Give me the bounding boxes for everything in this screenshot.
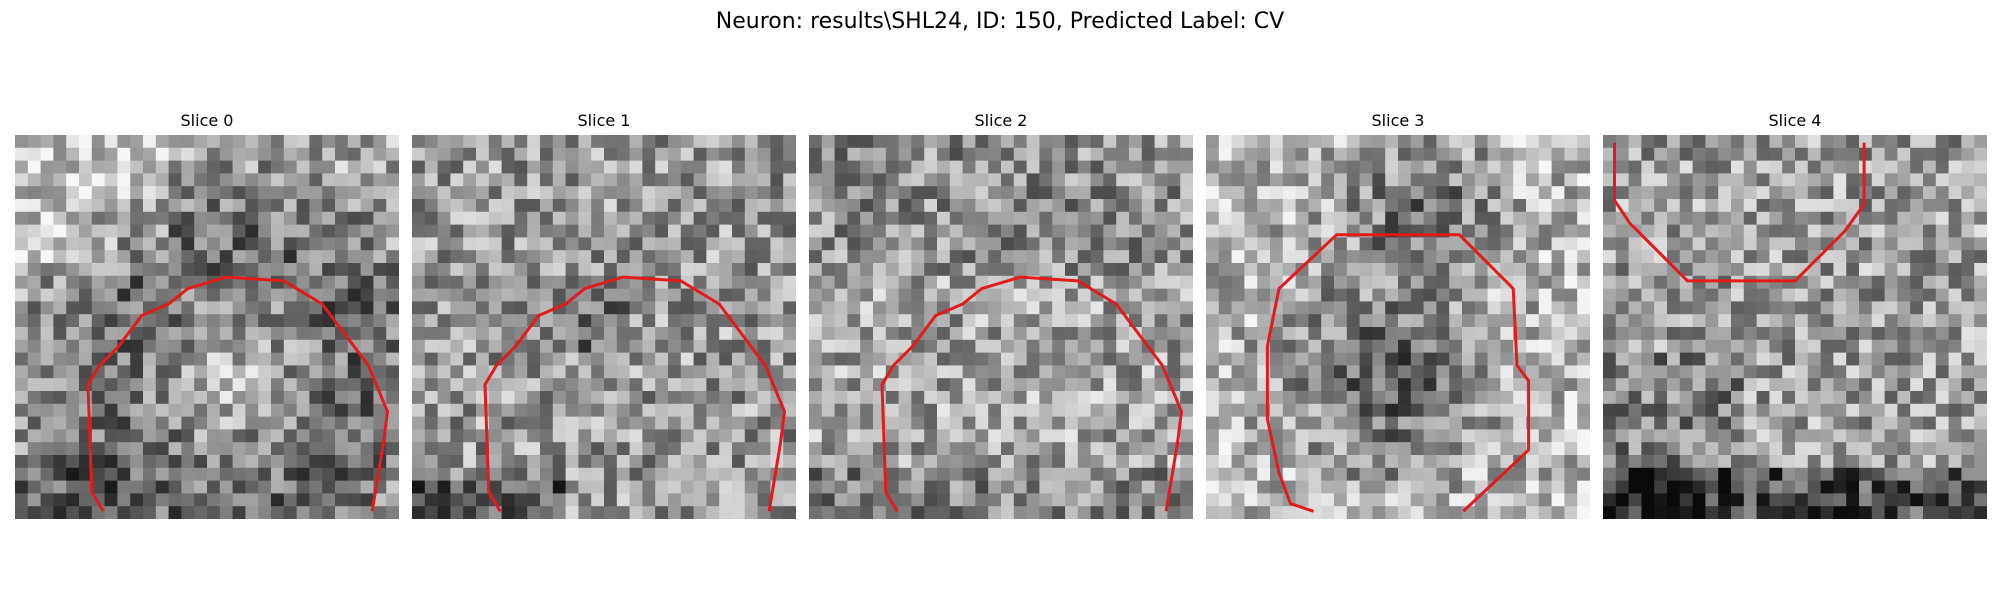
slice-image	[1603, 135, 1987, 519]
slice-title: Slice 3	[1371, 111, 1425, 130]
slice-image	[412, 135, 796, 519]
segmentation-contour	[880, 275, 1183, 513]
slice-panel-3: Slice 3	[1206, 110, 1590, 519]
slice-image-canvas	[1603, 135, 1987, 519]
slice-image-canvas	[809, 135, 1193, 519]
segmentation-contour	[483, 275, 786, 513]
slice-image-canvas	[15, 135, 399, 519]
slice-panel-2: Slice 2	[809, 110, 1193, 519]
slice-title: Slice 1	[577, 111, 631, 130]
slice-panel-4: Slice 4	[1603, 110, 1987, 519]
slice-title: Slice 2	[974, 111, 1028, 130]
slice-image	[15, 135, 399, 519]
slice-image-canvas	[412, 135, 796, 519]
figure-title: Neuron: results\SHL24, ID: 150, Predicte…	[715, 9, 1285, 34]
slice-panel-0: Slice 0	[15, 110, 399, 519]
segmentation-contour	[86, 275, 389, 513]
slice-panel-1: Slice 1	[412, 110, 796, 519]
segmentation-contour	[1265, 233, 1531, 513]
slice-image	[1206, 135, 1590, 519]
slice-image-canvas	[1206, 135, 1590, 519]
segmentation-contour	[1613, 142, 1866, 283]
slice-image	[809, 135, 1193, 519]
slice-title: Slice 0	[180, 111, 234, 130]
slice-title: Slice 4	[1768, 111, 1822, 130]
